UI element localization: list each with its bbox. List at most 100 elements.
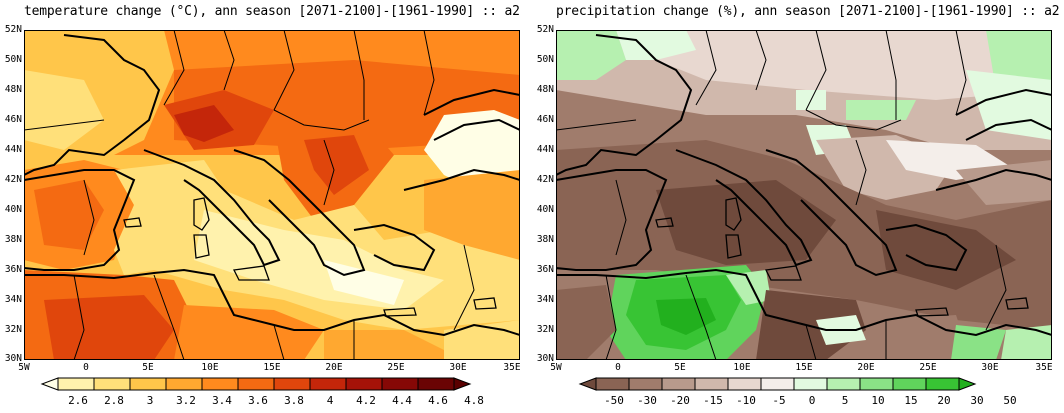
colorbar-swatch	[958, 377, 977, 391]
x-tick-label: 0	[83, 362, 89, 373]
colorbar-label: 3.2	[176, 394, 196, 407]
precipitation-map-svg	[556, 30, 1052, 360]
colorbar-swatch	[165, 377, 203, 391]
colorbar-label: 15	[904, 394, 918, 407]
temperature-map	[24, 30, 520, 360]
colorbar-swatch	[694, 377, 729, 391]
colorbar-swatch	[595, 377, 630, 391]
colorbar-label: 3.4	[212, 394, 232, 407]
y-tick-label: 46N	[536, 114, 554, 125]
colorbar-label: 10	[871, 394, 885, 407]
x-tick-label: 0	[615, 362, 621, 373]
colorbar-label: 5	[841, 394, 849, 407]
y-tick-label: 34N	[536, 294, 554, 305]
colorbar-swatch	[578, 377, 597, 391]
colorbar-label: 4.2	[356, 394, 376, 407]
x-tick-label: 15E	[263, 362, 281, 373]
y-tick-label: 38N	[536, 234, 554, 245]
x-tick-label: 25E	[919, 362, 937, 373]
colorbar-swatch	[129, 377, 167, 391]
x-tick-label: 15E	[795, 362, 813, 373]
temperature-colorbar	[40, 377, 498, 391]
colorbar-label: 4	[326, 394, 334, 407]
y-tick-label: 30N	[536, 353, 554, 364]
colorbar-label: 50	[1003, 394, 1017, 407]
colorbar-swatch	[661, 377, 696, 391]
precipitation-panel: precipitation change (%), ann season [20…	[532, 0, 1064, 413]
precipitation-colorbar-svg	[578, 377, 977, 391]
y-tick-label: 52N	[536, 24, 554, 35]
y-tick-label: 44N	[536, 144, 554, 155]
y-tick-label: 38N	[4, 234, 22, 245]
x-tick-label: 25E	[387, 362, 405, 373]
y-tick-label: 36N	[4, 264, 22, 275]
colorbar-label: 20	[937, 394, 951, 407]
colorbar-label: 4.6	[428, 394, 448, 407]
temperature-panel: temperature change (°C), ann season [207…	[4, 4, 521, 407]
colorbar-label: -15	[703, 394, 723, 407]
colorbar-label: 3.8	[284, 394, 304, 407]
x-tick-label: 35E	[503, 362, 521, 373]
colorbar-label: 30	[970, 394, 984, 407]
y-tick-label: 32N	[4, 324, 22, 335]
colorbar-swatch	[345, 377, 383, 391]
x-tick-label: 30E	[449, 362, 467, 373]
y-tick-label: 40N	[536, 204, 554, 215]
temperature-map-svg	[24, 30, 520, 360]
y-tick-label: 42N	[4, 174, 22, 185]
colorbar-swatch	[273, 377, 311, 391]
x-tick-label: 5E	[674, 362, 686, 373]
colorbar-label: 2.8	[104, 394, 124, 407]
colorbar-swatch	[57, 377, 95, 391]
colorbar-label: 4.4	[392, 394, 412, 407]
y-tick-label: 40N	[4, 204, 22, 215]
y-tick-label: 48N	[4, 84, 22, 95]
colorbar-swatch	[201, 377, 239, 391]
x-tick-label: 20E	[325, 362, 343, 373]
y-tick-label: 30N	[4, 353, 22, 364]
colorbar-swatch	[925, 377, 960, 391]
colorbar-swatch	[628, 377, 663, 391]
colorbar-swatch	[309, 377, 347, 391]
y-tick-label: 48N	[536, 84, 554, 95]
colorbar-swatch	[453, 377, 472, 391]
y-tick-label: 32N	[536, 324, 554, 335]
precipitation-map	[556, 30, 1052, 360]
precipitation-map-title: precipitation change (%), ann season [20…	[556, 4, 1060, 19]
colorbar-label: -20	[670, 394, 690, 407]
x-tick-label: 5W	[18, 362, 30, 373]
y-tick-label: 36N	[536, 264, 554, 275]
temperature-map-title: temperature change (°C), ann season [207…	[24, 4, 520, 19]
colorbar-label: 0	[808, 394, 816, 407]
colorbar-swatch	[40, 377, 59, 391]
colorbar-swatch	[727, 377, 762, 391]
colorbar-label: 3.6	[248, 394, 268, 407]
x-tick-label: 35E	[1035, 362, 1053, 373]
colorbar-label: -50	[604, 394, 624, 407]
temperature-colorbar-svg	[40, 377, 472, 391]
x-tick-label: 5E	[142, 362, 154, 373]
colorbar-swatch	[381, 377, 419, 391]
colorbar-label: 4.8	[464, 394, 484, 407]
colorbar-swatch	[793, 377, 828, 391]
colorbar-label: -5	[772, 394, 786, 407]
x-tick-label: 30E	[981, 362, 999, 373]
y-tick-label: 34N	[4, 294, 22, 305]
colorbar-label: 2.6	[68, 394, 88, 407]
y-tick-label: 46N	[4, 114, 22, 125]
x-tick-label: 5W	[550, 362, 562, 373]
colorbar-swatch	[417, 377, 455, 391]
y-tick-label: 42N	[536, 174, 554, 185]
colorbar-label: -10	[736, 394, 756, 407]
y-tick-label: 50N	[536, 54, 554, 65]
colorbar-label: 3	[146, 394, 154, 407]
precipitation-colorbar	[578, 377, 1036, 391]
x-tick-label: 10E	[201, 362, 219, 373]
colorbar-swatch	[760, 377, 795, 391]
colorbar-swatch	[93, 377, 131, 391]
x-tick-label: 10E	[733, 362, 751, 373]
y-tick-label: 50N	[4, 54, 22, 65]
y-tick-label: 52N	[4, 24, 22, 35]
colorbar-label: -30	[637, 394, 657, 407]
colorbar-swatch	[237, 377, 275, 391]
